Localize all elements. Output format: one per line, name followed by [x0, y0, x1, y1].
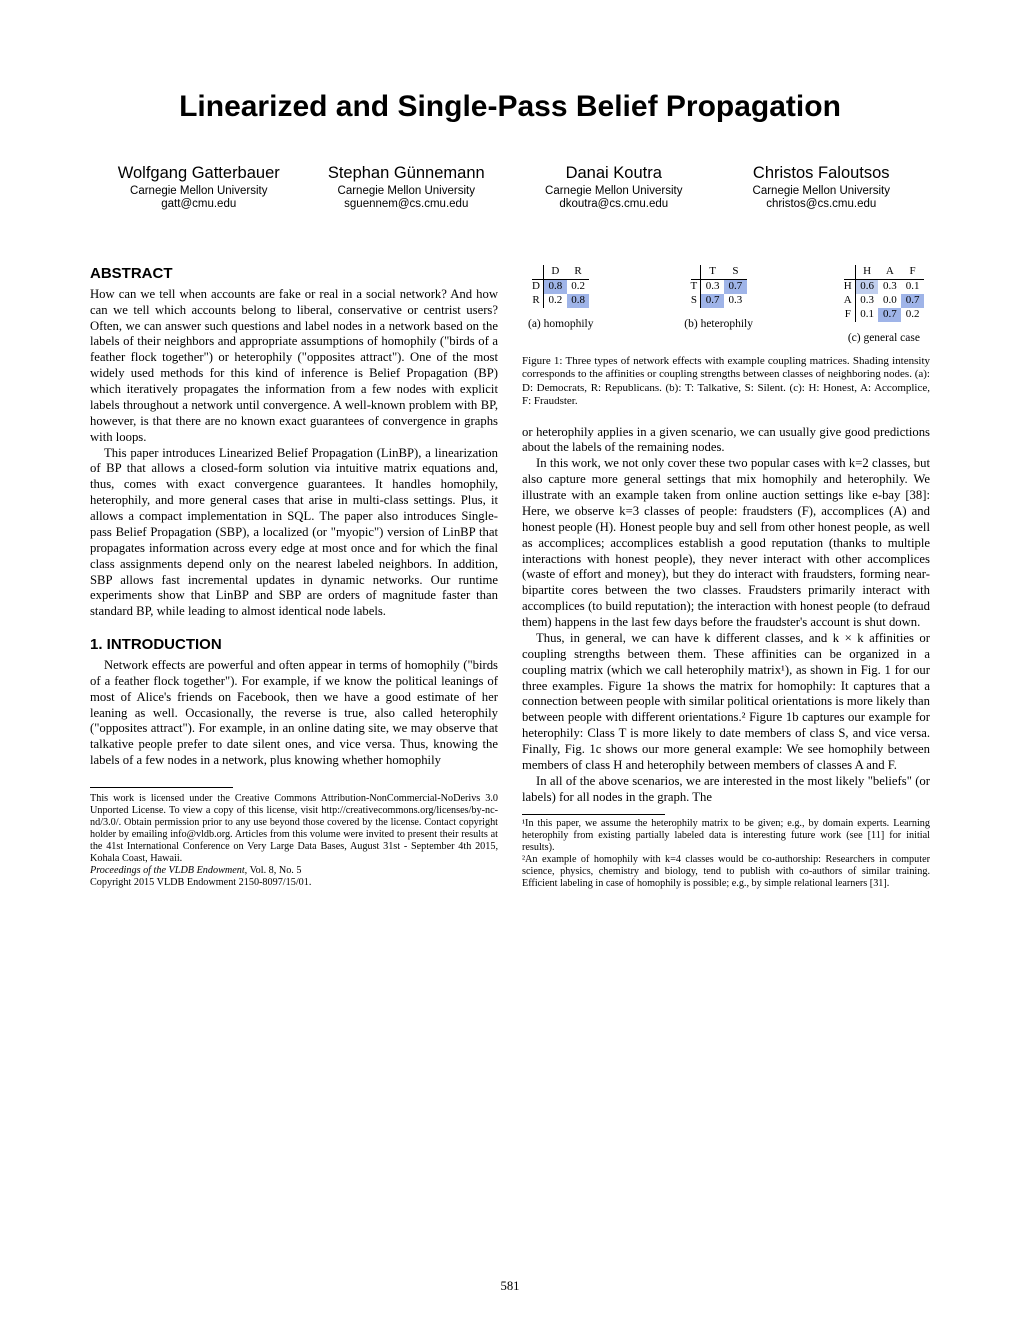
author-email: sguennem@cs.cmu.edu: [303, 198, 511, 210]
author-aff: Carnegie Mellon University: [718, 185, 926, 197]
matrix-c: H A F H 0.6 0.3 0.1 A 0.3: [844, 265, 924, 345]
author-name: Danai Koutra: [510, 164, 718, 183]
matrix-cell: 0.8: [567, 294, 590, 308]
row-label: F: [844, 308, 855, 322]
page-number: 581: [0, 1279, 1020, 1294]
body-para: In this work, we not only cover these tw…: [522, 456, 930, 631]
footnote-rule: [522, 814, 665, 815]
intro-heading: 1. INTRODUCTION: [90, 636, 498, 655]
matrix-cell: 0.7: [701, 294, 724, 308]
author: Christos Faloutsos Carnegie Mellon Unive…: [718, 164, 926, 210]
row-label: S: [691, 294, 701, 308]
matrix-cell: 0.7: [901, 294, 924, 308]
matrix-cell: 0.3: [855, 294, 878, 308]
author: Danai Koutra Carnegie Mellon University …: [510, 164, 718, 210]
author: Stephan Günnemann Carnegie Mellon Univer…: [303, 164, 511, 210]
matrix-cell: 0.3: [724, 294, 747, 308]
license-proc-rest: Vol. 8, No. 5: [247, 865, 301, 876]
author-name: Wolfgang Gatterbauer: [95, 164, 303, 183]
author-email: christos@cs.cmu.edu: [718, 198, 926, 210]
matrix-cell: 0.1: [855, 308, 878, 322]
matrix-cell: 0.3: [878, 279, 901, 293]
license-block: This work is licensed under the Creative…: [90, 793, 498, 889]
author-aff: Carnegie Mellon University: [510, 185, 718, 197]
matrix-cell: 0.2: [901, 308, 924, 322]
figure-1-caption: Figure 1: Three types of network effects…: [522, 355, 930, 409]
author-email: dkoutra@cs.cmu.edu: [510, 198, 718, 210]
col-label: T: [701, 265, 724, 279]
row-label: H: [844, 279, 855, 293]
col-label: F: [901, 265, 924, 279]
footnote-1: ¹In this paper, we assume the heterophil…: [522, 818, 930, 854]
matrix-cell: 0.2: [567, 279, 590, 293]
right-column: D R D 0.8 0.2 R 0.2 0.8: [522, 265, 930, 890]
author: Wolfgang Gatterbauer Carnegie Mellon Uni…: [95, 164, 303, 210]
row-label: D: [532, 279, 543, 293]
col-label: S: [724, 265, 747, 279]
license-proc-italic: Proceedings of the VLDB Endowment,: [90, 865, 247, 876]
abstract-heading: ABSTRACT: [90, 265, 498, 284]
matrix-cell: 0.7: [878, 308, 901, 322]
license-proceedings: Proceedings of the VLDB Endowment, Vol. …: [90, 865, 498, 877]
matrix-cell: 0.7: [724, 279, 747, 293]
body-para: In all of the above scenarios, we are in…: [522, 774, 930, 806]
matrix-cell: 0.1: [901, 279, 924, 293]
row-label: A: [844, 294, 855, 308]
col-label: A: [878, 265, 901, 279]
footnote-2: ²An example of homophily with k=4 classe…: [522, 854, 930, 890]
col-label: H: [855, 265, 878, 279]
body-para: or heterophily applies in a given scenar…: [522, 425, 930, 457]
license-copyright: Copyright 2015 VLDB Endowment 2150-8097/…: [90, 877, 498, 889]
abstract-para: How can we tell when accounts are fake o…: [90, 287, 498, 446]
body-para: Thus, in general, we can have k differen…: [522, 631, 930, 774]
paper-title: Linearized and Single-Pass Belief Propag…: [90, 90, 930, 124]
author-name: Christos Faloutsos: [718, 164, 926, 183]
row-label: T: [691, 279, 701, 293]
license-text: This work is licensed under the Creative…: [90, 793, 498, 865]
abstract-para: This paper introduces Linearized Belief …: [90, 446, 498, 621]
col-label: R: [567, 265, 590, 279]
row-label: R: [532, 294, 543, 308]
author-email: gatt@cmu.edu: [95, 198, 303, 210]
matrix-cell: 0.0: [878, 294, 901, 308]
author-name: Stephan Günnemann: [303, 164, 511, 183]
author-aff: Carnegie Mellon University: [95, 185, 303, 197]
matrix-cell: 0.3: [701, 279, 724, 293]
intro-para: Network effects are powerful and often a…: [90, 658, 498, 769]
matrix-cell: 0.2: [543, 294, 566, 308]
matrix-sublabel: (b) heterophily: [684, 317, 753, 331]
authors-block: Wolfgang Gatterbauer Carnegie Mellon Uni…: [90, 164, 930, 210]
matrix-sublabel: (c) general case: [848, 331, 920, 345]
matrix-sublabel: (a) homophily: [528, 317, 593, 331]
matrix-a: D R D 0.8 0.2 R 0.2 0.8: [528, 265, 593, 331]
figure-1-matrices: D R D 0.8 0.2 R 0.2 0.8: [522, 265, 930, 345]
author-aff: Carnegie Mellon University: [303, 185, 511, 197]
col-label: D: [543, 265, 566, 279]
matrix-cell: 0.6: [855, 279, 878, 293]
matrix-b: T S T 0.3 0.7 S 0.7 0.3: [684, 265, 753, 331]
left-column: ABSTRACT How can we tell when accounts a…: [90, 265, 498, 890]
license-rule: [90, 787, 233, 788]
matrix-cell: 0.8: [543, 279, 566, 293]
